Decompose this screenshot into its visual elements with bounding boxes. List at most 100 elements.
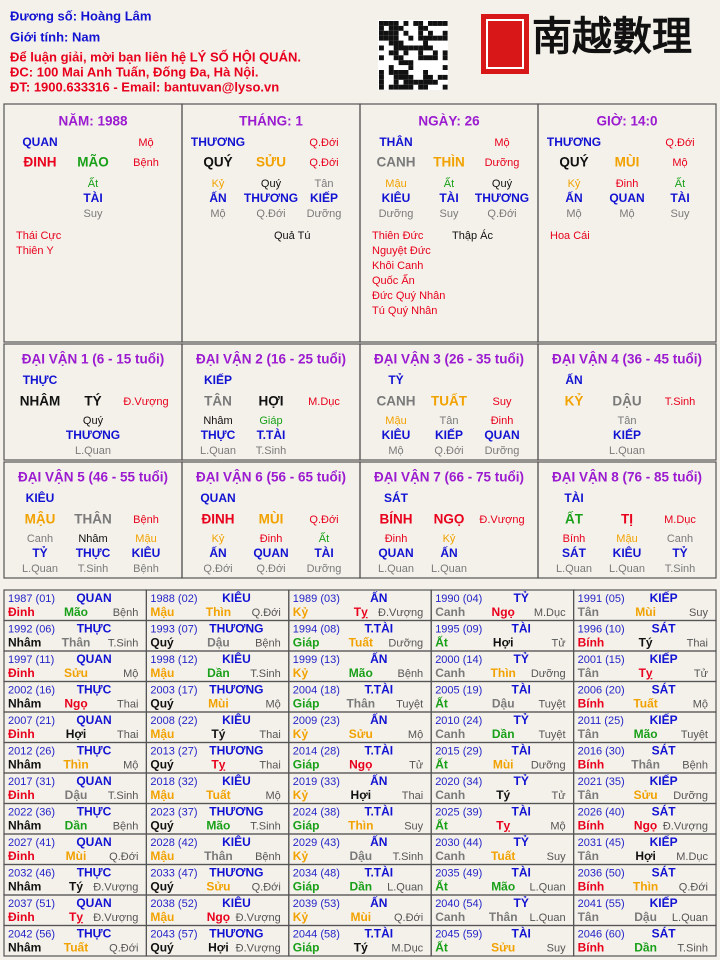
qr-dot	[428, 55, 433, 61]
stage: Mộ	[123, 759, 138, 771]
qr-dot	[379, 30, 384, 36]
stage: Q.Đới	[109, 851, 138, 863]
qr-dot	[388, 25, 394, 31]
hidden-stem: Tân	[618, 415, 637, 427]
hidden-stem: Quý	[83, 415, 104, 427]
stem: Bính	[578, 697, 605, 711]
branch: Mùi	[635, 605, 656, 619]
qr-dot	[432, 21, 438, 26]
hidden-stage: Dưỡng	[307, 563, 342, 575]
qr-dot	[388, 70, 394, 75]
branch: Thân	[62, 636, 91, 650]
ten-god: TỶ	[514, 895, 529, 910]
branch: Mùi	[350, 910, 371, 924]
qr-dot	[442, 55, 448, 61]
year: 2016 (30)	[578, 745, 625, 757]
year: 1990 (04)	[435, 593, 482, 605]
ten-god: TỶ	[514, 773, 529, 788]
qr-dot	[442, 35, 448, 41]
hidden-stem: Quý	[492, 178, 513, 190]
ten-god: KIẾP	[650, 590, 678, 605]
ten-god: ẤN	[565, 372, 582, 387]
cell-border	[572, 924, 717, 957]
stem: Canh	[435, 727, 465, 741]
hidden-stage: Mộ	[388, 445, 403, 457]
stem: Giáp	[293, 697, 320, 711]
stage: Thai	[402, 790, 423, 802]
stem: Giáp	[293, 758, 320, 772]
stem: ĐINH	[24, 155, 57, 170]
hidden-stem: Ất	[319, 532, 329, 545]
stage: Suy	[493, 396, 512, 408]
stage: Mộ	[693, 698, 708, 710]
stem: NHÂM	[20, 394, 61, 409]
stage: Mộ	[123, 668, 138, 680]
branch: Sửu	[634, 788, 658, 802]
stage: L.Quan	[530, 912, 566, 924]
branch: Dậu	[492, 697, 515, 711]
stem: QUÝ	[559, 155, 588, 170]
stage: Bệnh	[397, 668, 423, 680]
stem: Ất	[435, 940, 448, 955]
branch: Thân	[346, 697, 375, 711]
stage: Dưỡng	[531, 668, 566, 680]
hidden-stem: Nhâm	[203, 415, 232, 427]
qr-dot	[418, 21, 424, 26]
ten-god: TÀI	[564, 490, 583, 505]
pillar-title: NĂM: 1988	[58, 114, 128, 129]
stem: Nhâm	[8, 819, 41, 833]
stem: Canh	[435, 849, 465, 863]
stem: Nhâm	[8, 636, 41, 650]
qr-dot	[393, 79, 399, 85]
qr-dot	[418, 35, 424, 41]
hidden-stem: Đinh	[616, 178, 639, 190]
year: 2008 (22)	[150, 715, 197, 727]
branch: Tỵ	[211, 758, 225, 772]
year: 2000 (14)	[435, 654, 482, 666]
ten-god: T.TÀI	[364, 682, 393, 697]
year: 2033 (47)	[150, 867, 197, 879]
year: 2045 (59)	[435, 928, 482, 940]
branch: Hợi	[351, 788, 372, 802]
hidden-stage: Q.Đới	[487, 208, 516, 220]
hidden-stem: Giáp	[259, 415, 282, 427]
stem: Canh	[435, 788, 465, 802]
qr-dot	[423, 35, 428, 41]
qr-dot	[423, 45, 428, 51]
branch: NGỌ	[434, 512, 465, 527]
hidden-stage: Suy	[671, 208, 690, 220]
hidden-god: KIÊU	[132, 545, 161, 560]
hidden-stem: Ất	[675, 177, 685, 190]
stem: MẬU	[25, 512, 56, 527]
stage: Dưỡng	[531, 759, 566, 771]
branch: Tý	[639, 636, 653, 650]
stage: Suy	[547, 942, 566, 954]
qr-dot	[379, 25, 384, 31]
year: 2027 (41)	[8, 837, 55, 849]
star: Thập Ác	[452, 229, 493, 242]
ten-god: KIÊU	[222, 834, 251, 849]
branch: Dậu	[207, 636, 230, 650]
branch: Dần	[634, 941, 657, 955]
hidden-god: KIẾP	[310, 190, 338, 205]
qr-dot	[398, 74, 404, 80]
year: 2007 (21)	[8, 715, 55, 727]
branch: Sửu	[491, 941, 515, 955]
year: 1994 (08)	[293, 623, 340, 635]
star: Quả Tú	[274, 230, 311, 242]
qr-dot	[398, 25, 404, 31]
hidden-stage: L.Quan	[200, 445, 236, 457]
qr-dot	[428, 30, 433, 36]
hidden-god: TÀI	[670, 190, 689, 205]
hidden-stage: Suy	[440, 208, 459, 220]
stage: Q.Đới	[252, 607, 281, 619]
qr-dot	[403, 70, 409, 75]
qr-dot	[432, 35, 438, 41]
branch: Tỵ	[69, 910, 83, 924]
ten-god: QUAN	[76, 835, 111, 849]
ten-god: SÁT	[652, 804, 677, 819]
cell-border	[537, 461, 717, 579]
stem: Giáp	[293, 819, 320, 833]
stem: Bính	[578, 880, 605, 894]
hidden-stem: Kỷ	[443, 533, 456, 545]
